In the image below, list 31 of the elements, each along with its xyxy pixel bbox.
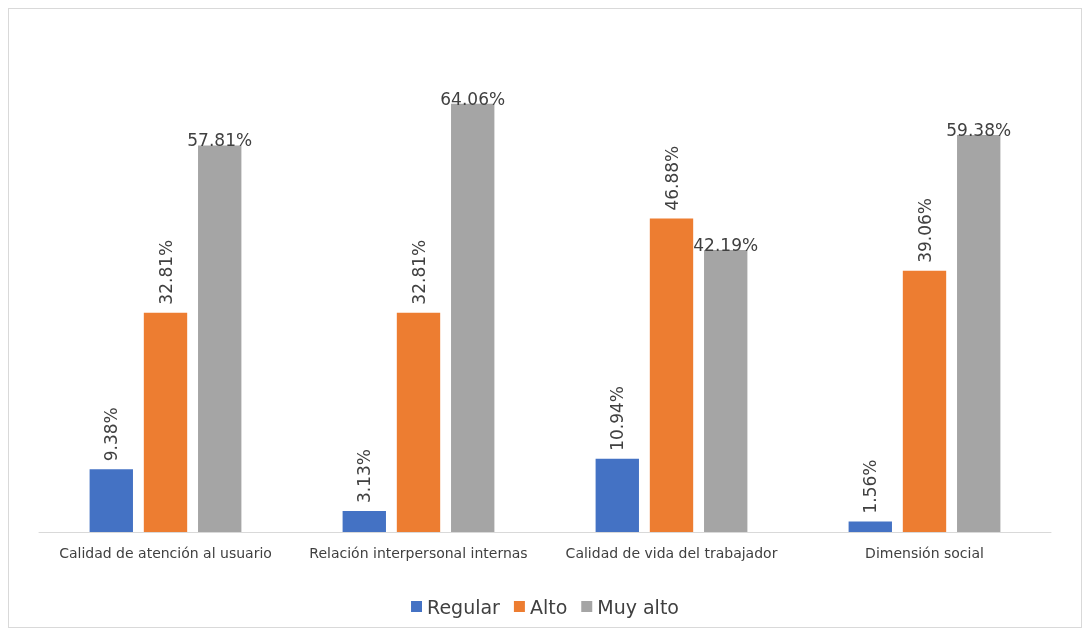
x-tick-label: Dimensión social bbox=[865, 545, 984, 561]
bar bbox=[848, 521, 892, 532]
legend-label: Muy alto bbox=[597, 595, 679, 618]
x-tick-label: Calidad de atención al usuario bbox=[59, 545, 272, 561]
bar bbox=[396, 312, 441, 532]
bar bbox=[451, 103, 495, 532]
data-label: 1.56% bbox=[860, 459, 881, 514]
data-label: 46.88% bbox=[661, 145, 682, 211]
data-label: 10.94% bbox=[607, 386, 628, 451]
data-label: 9.38% bbox=[101, 407, 122, 462]
data-label: 32.81% bbox=[408, 239, 429, 305]
legend-label: Alto bbox=[529, 595, 568, 618]
bar bbox=[143, 312, 188, 532]
data-label: 3.13% bbox=[354, 449, 375, 504]
data-label: 39.06% bbox=[914, 198, 935, 263]
data-label: 64.06% bbox=[440, 88, 506, 109]
bar bbox=[704, 249, 748, 532]
x-tick-label: Relación interpersonal internas bbox=[309, 545, 528, 561]
data-label: 32.81% bbox=[155, 239, 176, 305]
data-label: 59.38% bbox=[946, 120, 1012, 140]
bar bbox=[649, 218, 694, 532]
bar bbox=[902, 270, 947, 532]
bar bbox=[89, 469, 133, 532]
bar bbox=[198, 145, 242, 532]
bar bbox=[342, 511, 386, 532]
bar bbox=[957, 135, 1001, 532]
legend-label: Regular bbox=[427, 595, 501, 618]
data-label: 57.81% bbox=[187, 130, 253, 151]
data-label: 42.19% bbox=[693, 234, 759, 255]
bar bbox=[595, 458, 639, 532]
x-tick-label: Calidad de vida del trabajador bbox=[565, 545, 778, 561]
